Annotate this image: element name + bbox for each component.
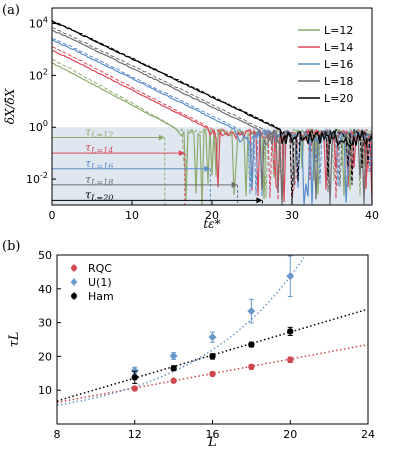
panel-a-legend: L=12 L=14 L=16 L=18 L=20 [298,24,353,105]
legend-label-Ham: Ham [88,290,114,303]
tau-arrowhead-L=16 [204,165,211,172]
tau-arrowhead-L=12 [158,134,165,141]
panel-b-axis-ticks: 8 12 16 20 24 10 20 30 40 50 [38,249,375,441]
y-tick-label: 104 [29,16,48,31]
series-dashed-line-L=14 [51,46,373,201]
x-tick-label: 40 [365,209,379,222]
legend-label-L=14: L=14 [324,41,353,54]
panel-a-label: (a) [2,3,20,18]
legend-label-L=12: L=12 [324,24,353,37]
legend-label-L=18: L=18 [324,75,353,88]
legend-label-RQC: RQC [88,262,112,275]
fit-line-RQC [56,343,369,404]
panel-a-series-lines [51,19,373,206]
data-point-RQC [287,356,294,363]
data-point-U(1) [169,352,178,361]
x-tick-label: 8 [54,428,61,441]
x-tick-label: 0 [49,209,56,222]
fit-line-U(1) [56,257,305,407]
data-point-RQC [209,370,216,378]
data-point-Ham [209,353,216,360]
y-tick-label: 10-2 [26,171,48,186]
data-point-Ham [131,374,138,381]
x-tick-label: 16 [206,428,220,441]
x-tick-label: 12 [128,428,142,441]
tau-arrowhead-L=14 [178,150,185,157]
data-point-RQC [248,363,255,371]
data-point-U(1) [247,307,256,316]
panel-a-y-axis-label: δX/δ̄X [3,88,17,124]
tau-arrowhead-L=18 [231,181,238,188]
panel-b-y-axis-label: τL [7,332,22,348]
x-tick-label: 24 [361,428,375,441]
legend-label-L=16: L=16 [324,58,353,71]
legend-marker-Ham [71,293,77,299]
legend-label-L=20: L=20 [324,92,353,105]
panel-b-x-axis-label: L [207,435,217,450]
y-tick-label: 10 [38,384,52,397]
series-line-L=12 [51,62,373,205]
data-point-Ham [170,365,177,372]
data-point-Ham [248,341,255,348]
y-tick-label: 30 [38,317,52,330]
data-point-U(1) [208,333,217,342]
panel-b-fit-lines [56,257,369,407]
data-point-U(1) [286,272,295,281]
data-point-Ham [287,328,294,335]
legend-marker-U(1) [70,278,78,286]
tau-arrowhead-L=20 [256,197,263,204]
x-tick-label: 10 [125,209,139,222]
legend-marker-RQC [71,265,77,271]
x-tick-label: 30 [285,209,299,222]
y-tick-label: 100 [29,119,48,134]
y-tick-label: 50 [38,249,52,262]
legend-label-U(1): U(1) [88,276,112,289]
panel-b-data-points [130,255,295,392]
y-tick-label: 102 [29,67,48,82]
series-dashed-line-L=16 [51,37,373,197]
x-tick-label: 20 [283,428,297,441]
panel-b-label: (b) [2,239,20,254]
y-tick-label: 40 [38,283,52,296]
data-point-RQC [131,385,138,392]
panel-a-x-axis-label: tε* [203,217,220,231]
data-point-U(1) [130,366,139,375]
x-tick-label: 20 [205,209,219,222]
data-point-RQC [170,377,177,384]
y-tick-label: 20 [38,350,52,363]
